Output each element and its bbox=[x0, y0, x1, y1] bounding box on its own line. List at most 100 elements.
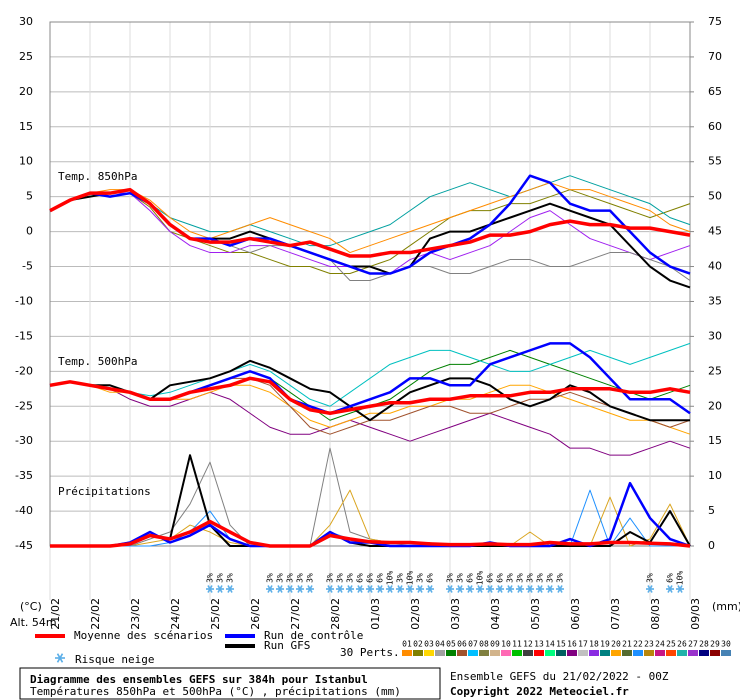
snowflake-arm bbox=[557, 585, 563, 593]
member-swatch bbox=[468, 650, 478, 656]
member-swatch bbox=[578, 650, 588, 656]
y-tick-label: -25 bbox=[15, 399, 33, 412]
snow-risk-label: 6% bbox=[666, 573, 675, 583]
snow-risk-label: 10% bbox=[676, 571, 685, 586]
snowflake-arm bbox=[357, 585, 363, 593]
snow-risk-label: 6% bbox=[376, 573, 385, 583]
snowflake bbox=[306, 585, 314, 593]
members-title: 30 Perts. bbox=[340, 646, 400, 659]
member-swatch bbox=[556, 650, 566, 656]
snowflake bbox=[676, 585, 684, 593]
snow-risk-label: 6% bbox=[356, 573, 365, 583]
snowflake bbox=[286, 585, 294, 593]
y2-tick-label: 25 bbox=[708, 364, 722, 377]
y2-tick-label: 0 bbox=[708, 539, 715, 552]
snowflake bbox=[476, 585, 484, 593]
snowflake bbox=[276, 585, 284, 593]
snowflake-arm bbox=[457, 585, 463, 593]
snowflake bbox=[466, 585, 474, 593]
y-tick-label: -10 bbox=[15, 294, 33, 307]
y-tick-label: -30 bbox=[15, 434, 33, 447]
snow-risk-label: 3% bbox=[526, 573, 535, 583]
mean-line bbox=[49, 376, 691, 416]
snowflake bbox=[55, 653, 65, 663]
y-tick-label: -15 bbox=[15, 329, 33, 342]
y2-tick-label: 50 bbox=[708, 190, 722, 203]
member-label: 09 bbox=[490, 640, 500, 649]
snowflake-arm bbox=[377, 585, 383, 593]
x-tick-label: 09/03 bbox=[689, 598, 702, 630]
y2-tick-label: 45 bbox=[708, 225, 722, 238]
member-swatch bbox=[490, 650, 500, 656]
y-tick-label: -20 bbox=[15, 364, 33, 377]
x-tick-label: 08/03 bbox=[649, 598, 662, 630]
x-tick-label: 24/02 bbox=[169, 598, 182, 630]
x-tick-label: 28/02 bbox=[329, 598, 342, 630]
snowflake-arm bbox=[407, 585, 413, 593]
member-label: 05 bbox=[446, 640, 456, 649]
snow-risk-label: 3% bbox=[336, 573, 345, 583]
x-tick-label: 21/02 bbox=[49, 598, 62, 630]
snowflake bbox=[456, 585, 464, 593]
y2-unit: (mm) bbox=[712, 600, 740, 613]
snowflake-arm bbox=[327, 585, 333, 593]
y-unit: (°C) bbox=[20, 600, 42, 613]
footer-copyright: Copyright 2022 Meteociel.fr bbox=[450, 685, 629, 698]
snow-risk-label: 10% bbox=[406, 571, 415, 586]
snowflake bbox=[426, 585, 434, 593]
x-tick-label: 03/03 bbox=[449, 598, 462, 630]
member-swatch bbox=[655, 650, 665, 656]
snowflake bbox=[346, 585, 354, 593]
snow-risk-label: 3% bbox=[266, 573, 275, 583]
x-tick-label: 07/03 bbox=[609, 598, 622, 630]
snow-risk-label: 6% bbox=[426, 573, 435, 583]
y-tick-label: -5 bbox=[22, 260, 33, 273]
perturbation-line bbox=[49, 182, 691, 254]
member-swatch bbox=[677, 650, 687, 656]
snowflake bbox=[446, 585, 454, 593]
x-tick-label: 23/02 bbox=[129, 598, 142, 630]
snow-risk-label: 3% bbox=[516, 573, 525, 583]
snowflake-arm bbox=[56, 653, 64, 663]
member-label: 04 bbox=[435, 640, 445, 649]
y2-tick-label: 40 bbox=[708, 260, 722, 273]
snowflake-arm bbox=[337, 585, 343, 593]
member-label: 06 bbox=[457, 640, 467, 649]
y-tick-label: 30 bbox=[19, 15, 33, 28]
snowflake-arm bbox=[307, 585, 313, 593]
snowflake-arm bbox=[487, 585, 493, 593]
snow-risk-label: 6% bbox=[366, 573, 375, 583]
x-tick-label: 01/03 bbox=[369, 598, 382, 630]
member-label: 07 bbox=[468, 640, 478, 649]
snowflake-arm bbox=[497, 585, 503, 593]
snowflake-arm bbox=[667, 585, 673, 593]
snow-risk-label: 3% bbox=[506, 573, 515, 583]
snowflake-arm bbox=[507, 585, 513, 593]
snowflake bbox=[366, 585, 374, 593]
snow-risk-label: 3% bbox=[536, 573, 545, 583]
y-tick-label: 15 bbox=[19, 120, 33, 133]
snowflake bbox=[546, 585, 554, 593]
y-tick-label: -40 bbox=[15, 504, 33, 517]
snowflake bbox=[376, 585, 384, 593]
member-swatch bbox=[710, 650, 720, 656]
member-swatch bbox=[567, 650, 577, 656]
panel-label: Temp. 500hPa bbox=[58, 355, 137, 368]
snowflake-arm bbox=[467, 585, 473, 593]
footer-title: Diagramme des ensembles GEFS sur 384h po… bbox=[30, 673, 368, 686]
x-tick-label: 05/03 bbox=[529, 598, 542, 630]
snowflake bbox=[486, 585, 494, 593]
snowflake bbox=[406, 585, 414, 593]
member-label: 22 bbox=[633, 640, 643, 649]
snowflake-arm bbox=[677, 585, 683, 593]
snowflake-arm bbox=[647, 585, 653, 593]
snowflake-arm bbox=[297, 585, 303, 593]
x-tick-label: 06/03 bbox=[569, 598, 582, 630]
member-label: 19 bbox=[600, 640, 610, 649]
snowflake-arm bbox=[537, 585, 543, 593]
snowflake-arm bbox=[447, 585, 453, 593]
snowflake-arm bbox=[477, 585, 483, 593]
x-tick-label: 27/02 bbox=[289, 598, 302, 630]
panel-label: Précipitations bbox=[58, 485, 151, 498]
y-tick-label: -45 bbox=[15, 539, 33, 552]
